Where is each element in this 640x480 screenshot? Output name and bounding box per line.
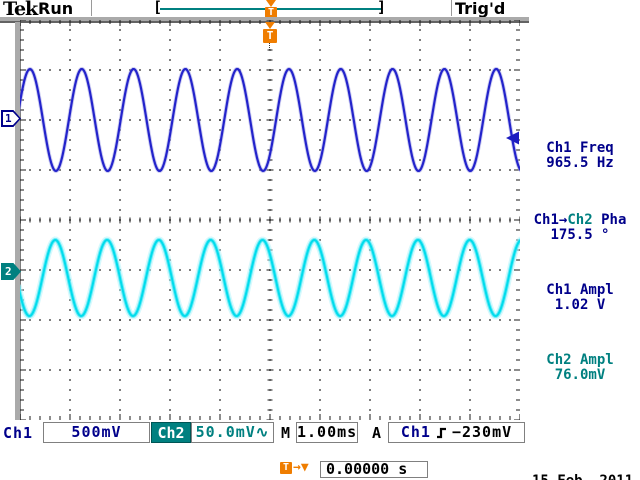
timebase-readout: 1.00ms [296,422,358,443]
measurement-ch1-ch2-phase: Ch1→Ch2 Pha 175.5 ° [520,213,640,243]
ch2-ground-marker: 2 [1,263,21,280]
trigger-delay-arrows-icon: →▼ [293,460,309,475]
tek-logo: Tek [3,0,38,20]
phase-label-ch1: Ch1 [533,212,559,228]
divider [451,0,452,16]
measurement-label: Ch1 Ampl [546,282,614,298]
trigger-t-icon: T [263,29,277,43]
ch2-marker-shape [1,263,21,280]
measurement-ch1-ampl: Ch1 Ampl 1.02 V [520,283,640,313]
measurement-label: Ch2 Ampl [546,352,614,368]
record-view-right-bracket: ] [377,0,387,16]
trigger-status: Trig'd [455,0,506,18]
measurement-label: Ch1 Freq [546,140,614,156]
ch1-label: Ch1 [3,424,34,442]
phase-label-ch2: Ch2 [567,212,593,228]
trigger-arrow-down-icon [266,0,276,7]
trigger-arrow-down-icon [265,22,275,29]
trigger-mode-label: A [372,424,383,442]
timebase-label: M [281,424,292,442]
trigger-readout: Ch1 −230mV [388,422,525,443]
datetime: 15 Feb 2011 17:33:01 [532,444,633,480]
acquisition-state: Run [38,0,74,18]
measurement-ch2-ampl: Ch2 Ampl 76.0mV [520,353,640,383]
trigger-source: Ch1 [400,423,431,441]
measurement-value: 1.02 V [554,297,606,313]
ch2-label: Ch2 [151,422,191,443]
measurement-ch1-freq: Ch1 Freq 965.5 Hz [520,141,640,171]
measurement-value: 965.5 Hz [546,155,614,171]
record-view-left-bracket: [ [153,0,163,16]
top-bevel [0,17,529,23]
trigger-delay-marker: T →▼ [280,461,309,474]
trigger-t-icon: T [265,7,277,19]
ch1-marker-label: 1 [5,112,12,125]
measurement-value: 76.0mV [554,367,606,383]
phase-label-pha: Pha [592,212,627,228]
trigger-delay-readout: 0.00000 s [320,461,428,478]
divider [91,0,92,16]
ch2-marker-label: 2 [5,265,12,278]
trigger-marker-tail [269,43,271,50]
ch1-scale-readout: 500mV [43,422,150,443]
trigger-level-arrow-icon [506,131,519,145]
phase-arrow-icon: → [558,212,568,228]
record-trigger-position-marker: T [264,0,278,19]
measurement-label: Ch1→Ch2 Pha [520,213,640,228]
trigger-t-icon: T [280,461,292,474]
ch1-marker-fill [3,112,19,125]
rising-edge-icon [436,427,446,438]
graticule [20,20,520,420]
trigger-level: −230mV [451,423,513,441]
measurement-value: 175.5 ° [550,227,610,243]
ch1-ground-marker: 1 [1,110,21,127]
ch2-scale-readout: 50.0mV∿ [191,422,274,443]
date: 15 Feb 2011 [532,474,633,480]
graticule-trigger-position-marker: T [263,22,277,50]
